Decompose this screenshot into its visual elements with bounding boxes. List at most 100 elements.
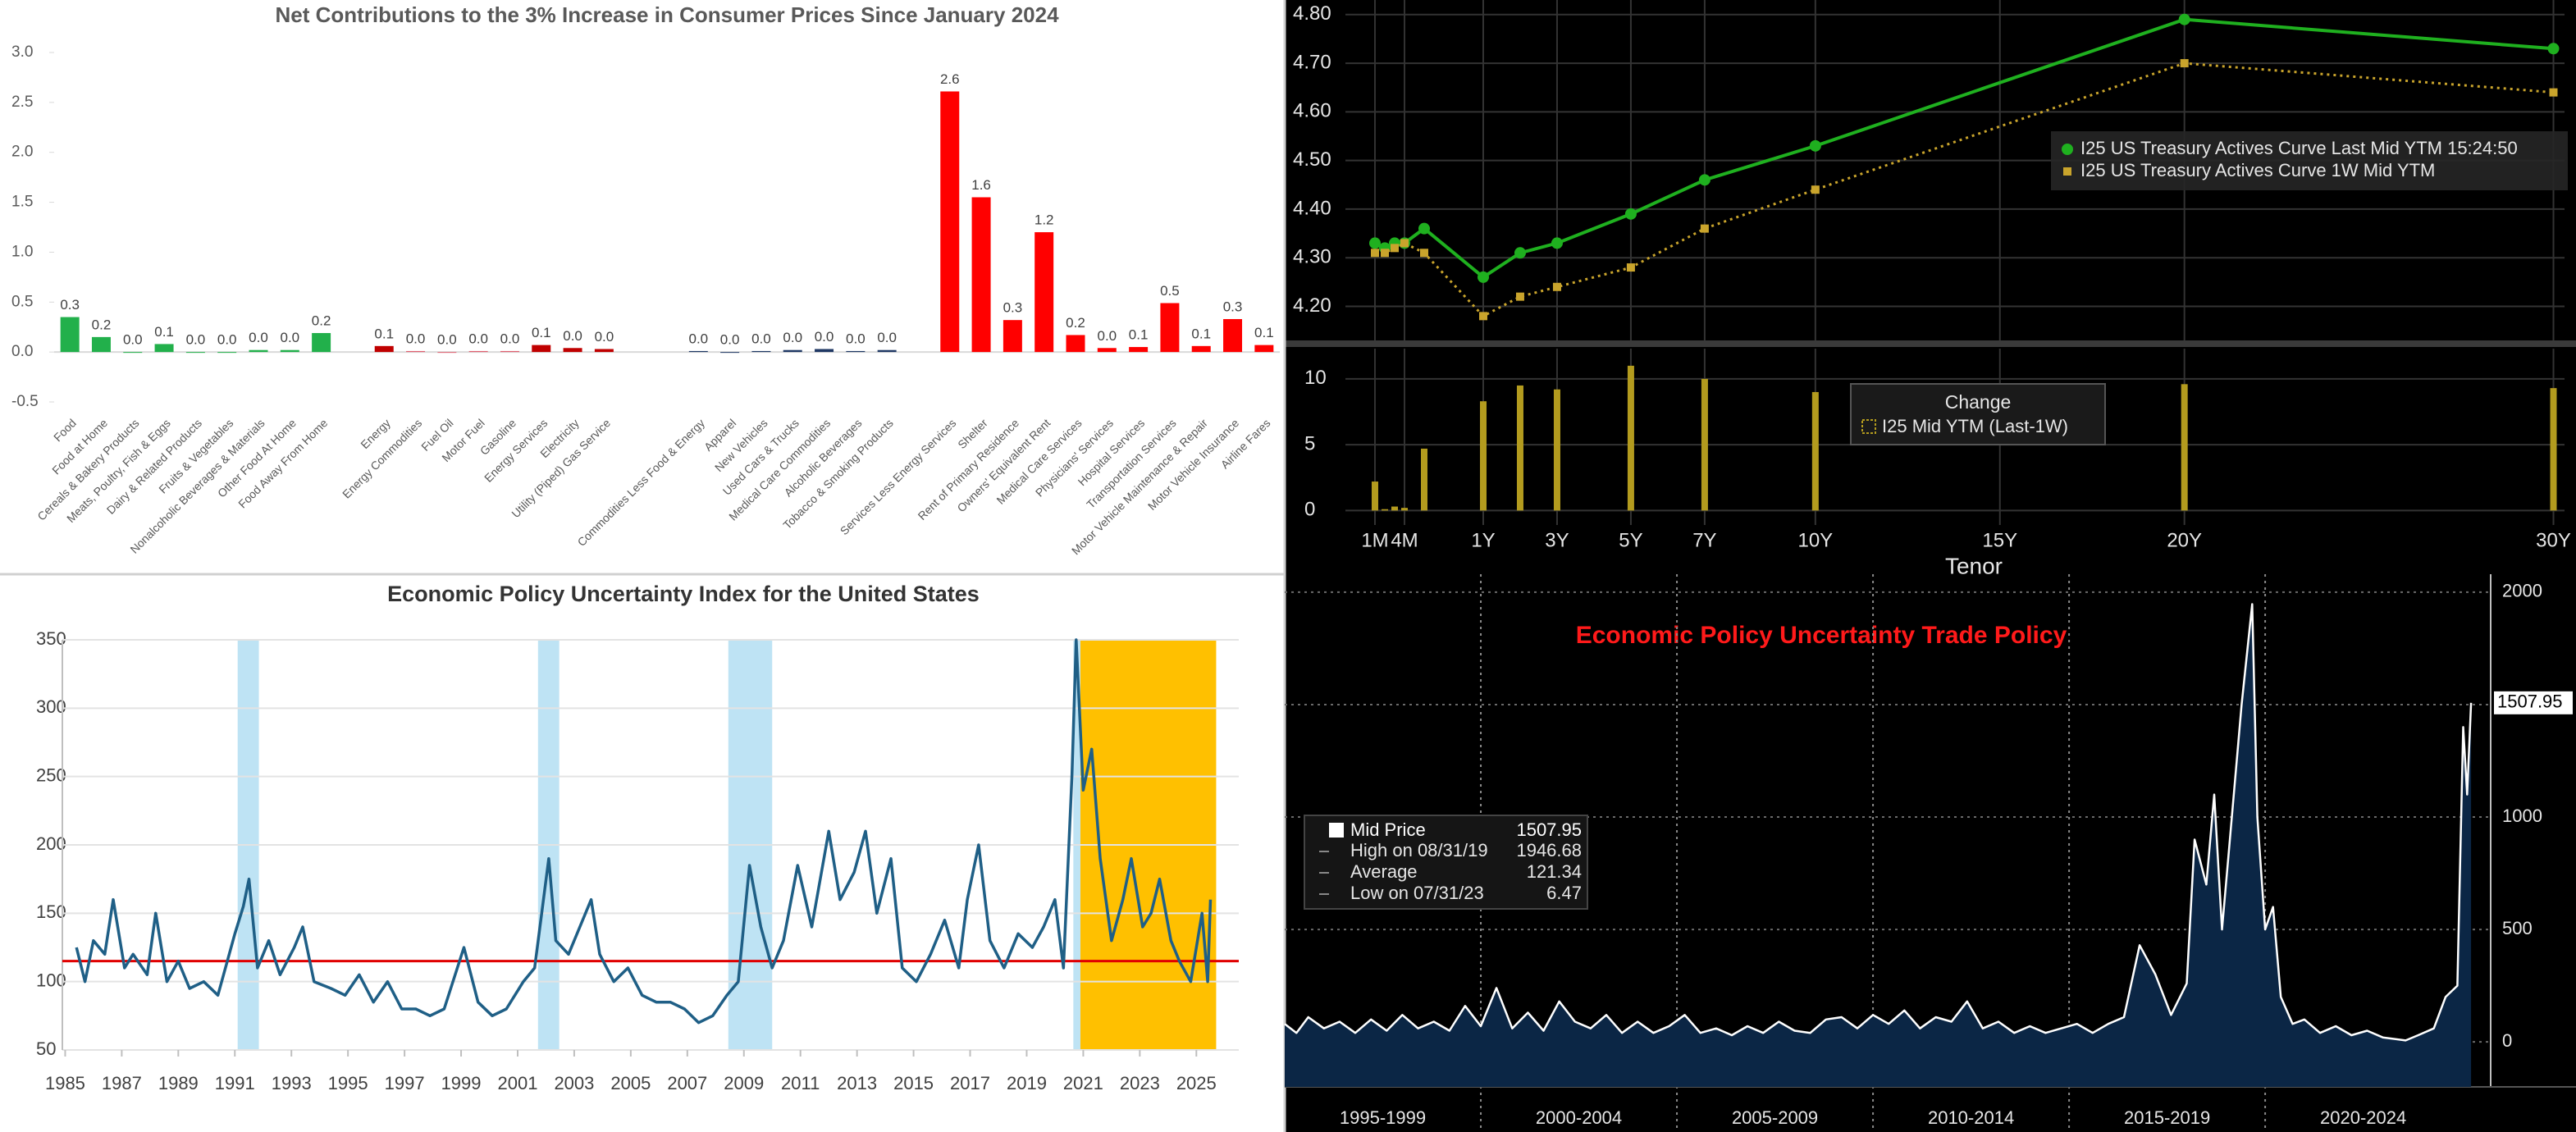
legend-label: I25 US Treasury Actives Curve Last Mid Y…: [2080, 138, 2518, 158]
bar: [877, 349, 897, 353]
y-tick-label: 0.0: [11, 343, 33, 360]
value-label: 0.1: [532, 325, 551, 340]
marker: [1700, 224, 1709, 233]
y-tick-label: 1.5: [11, 194, 33, 211]
period-label: 1995-1999: [1340, 1107, 1426, 1128]
y-tick-label: 5: [1304, 432, 1315, 454]
marker: [1370, 249, 1379, 258]
marker: [1479, 312, 1487, 321]
chart-title: Economic Policy Uncertainty Index for th…: [387, 582, 980, 606]
y-tick-label: 100: [36, 970, 66, 990]
bar: [1371, 482, 1378, 511]
value-label: 0.1: [154, 324, 174, 340]
y-tick-label: 10: [1304, 367, 1327, 389]
bar: [437, 352, 457, 354]
value-label: 0.2: [1066, 315, 1085, 331]
bar: [2181, 384, 2188, 511]
marker: [1391, 244, 1399, 253]
series-area: [1285, 604, 2472, 1087]
bar: [1553, 389, 1560, 511]
x-tick-label: 1Y: [1471, 529, 1495, 551]
legend-box: [2051, 131, 2568, 190]
value-label: 0.3: [1003, 300, 1023, 316]
bar: [971, 197, 991, 353]
x-tick-label: 2001: [498, 1073, 538, 1093]
x-tick-label: 2021: [1063, 1073, 1103, 1093]
x-tick-label: 2015: [893, 1073, 934, 1093]
value-label: 0.1: [374, 326, 394, 341]
x-tick-label: 1991: [215, 1073, 255, 1093]
x-tick-label: 7Y: [1692, 529, 1716, 551]
y-tick-label: 300: [36, 696, 66, 717]
x-tick-label: 2005: [610, 1073, 651, 1093]
value-label: 0.0: [1097, 328, 1117, 344]
period-label: 2010-2014: [1928, 1107, 2014, 1128]
legend-swatch: [2062, 144, 2073, 155]
marker: [1514, 247, 1526, 259]
bar: [1382, 509, 1389, 511]
legend-label: Mid Price: [1350, 819, 1426, 840]
x-tick-label: 2011: [781, 1073, 820, 1093]
bar: [2550, 388, 2557, 511]
value-label: 0.0: [751, 331, 771, 346]
x-tick-label: 2013: [837, 1073, 877, 1093]
stat-label: High on 08/31/19: [1350, 840, 1488, 860]
bar: [312, 333, 331, 353]
value-label: 0.0: [186, 332, 206, 348]
value-label: 0.1: [1129, 327, 1149, 343]
value-label: 0.0: [123, 332, 143, 348]
bar: [280, 349, 299, 353]
bar: [1160, 303, 1180, 353]
value-label: 0.2: [92, 317, 112, 332]
x-tick-label: 1993: [272, 1073, 312, 1093]
y-tick-label: 4.60: [1293, 100, 1331, 122]
x-tick-label: 10Y: [1797, 529, 1833, 551]
y-tick-label: 350: [36, 628, 66, 649]
period-label: 2000-2004: [1536, 1107, 1622, 1128]
y-tick-label: 4.80: [1293, 2, 1331, 25]
last-value-tag: [2494, 691, 2573, 714]
y-tick-label: 1.0: [11, 243, 33, 260]
value-label: 0.0: [563, 328, 582, 344]
x-tick-label: 20Y: [2167, 529, 2202, 551]
marker: [2549, 88, 2558, 97]
value-label: 0.0: [783, 330, 802, 345]
bar: [1097, 348, 1117, 353]
y-tick-label: 3.0: [11, 43, 33, 61]
y-tick-label: 1000: [2502, 806, 2542, 826]
marker: [1624, 208, 1637, 220]
marker: [1420, 249, 1428, 258]
value-label: 0.0: [846, 331, 866, 346]
marker: [1400, 239, 1409, 248]
value-label: 0.1: [1191, 326, 1211, 341]
bar: [60, 317, 80, 353]
value-label: 0.0: [468, 331, 488, 346]
x-tick-label: 15Y: [1982, 529, 2017, 551]
marker: [1698, 174, 1710, 186]
period-label: 2020-2024: [2320, 1107, 2406, 1128]
legend-swatch: [2063, 167, 2071, 176]
chart-title: Net Contributions to the 3% Increase in …: [275, 2, 1059, 27]
y-tick-label: 200: [36, 833, 66, 854]
y-tick-label: 2.5: [11, 94, 33, 111]
bar: [720, 352, 740, 354]
bar: [374, 345, 394, 353]
value-label: 0.0: [815, 329, 834, 345]
value-label: 0.5: [1160, 283, 1180, 299]
x-tick-label: 1995: [328, 1073, 368, 1093]
bar: [532, 345, 551, 353]
value-label: 0.0: [720, 332, 740, 348]
bar: [594, 349, 614, 353]
x-axis-label: Tenor: [1945, 553, 2003, 578]
y-tick-label: 4.40: [1293, 197, 1331, 219]
bar: [1811, 391, 1819, 511]
period-label: 2015-2019: [2124, 1107, 2210, 1128]
x-tick-label: 3Y: [1545, 529, 1569, 551]
legend-title: Change: [1945, 391, 2012, 413]
legend-box: [1304, 815, 1588, 910]
stat-value: 121.34: [1527, 861, 1582, 882]
x-tick-label: 5Y: [1619, 529, 1642, 551]
value-label: 0.2: [312, 313, 331, 329]
bar: [751, 350, 771, 353]
bar: [783, 349, 802, 353]
